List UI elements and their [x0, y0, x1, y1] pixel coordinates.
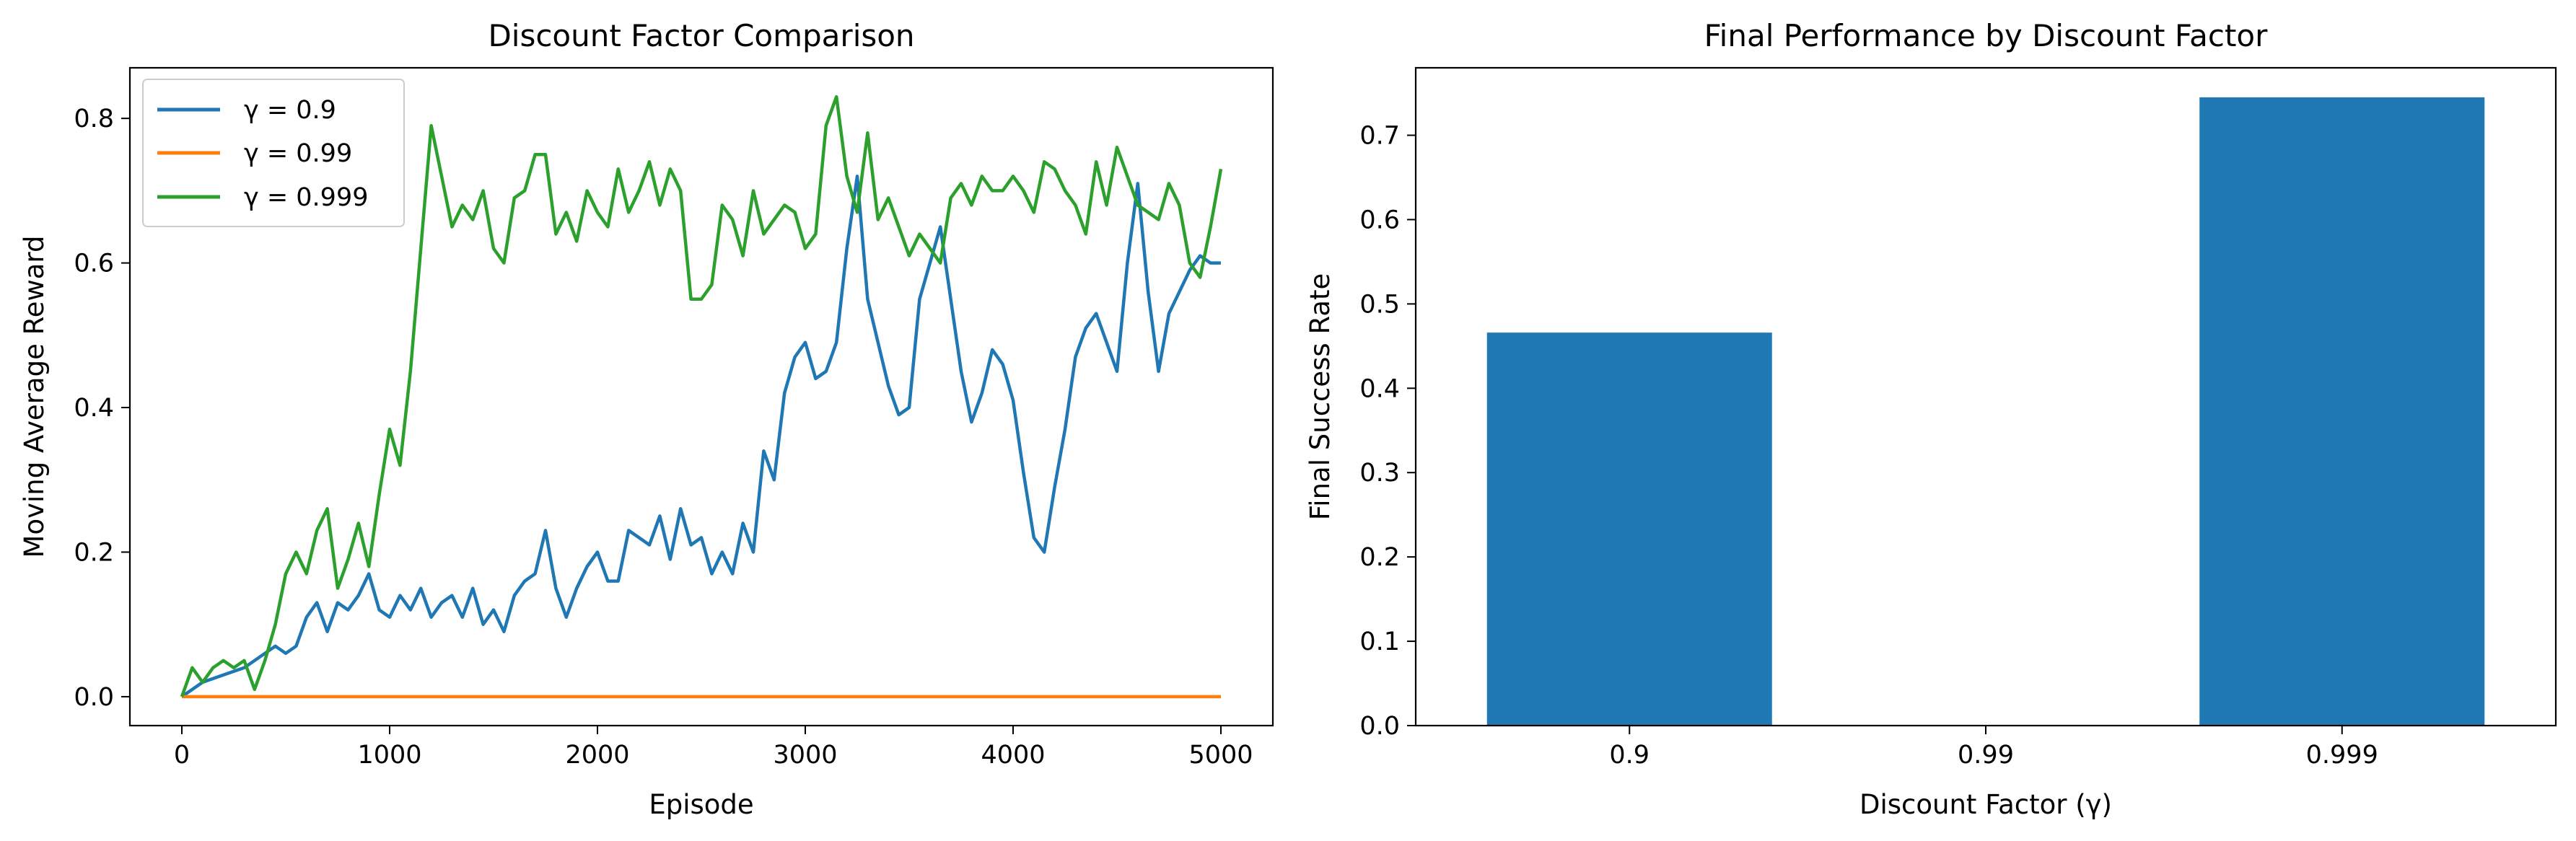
bar-0-9 [1486, 333, 1772, 726]
y-tick-label: 0.6 [74, 250, 114, 278]
legend-entry-gamma-0-9: γ = 0.9 [157, 96, 336, 125]
bar-0-999 [2199, 97, 2485, 726]
line-chart-legend: γ = 0.9 γ = 0.99 γ = 0.999 [142, 79, 405, 227]
line-chart-x-ticks: 0 1000 2000 3000 4000 5000 [174, 726, 1253, 770]
bar-chart-bars [1486, 97, 2485, 726]
y-tick-label: 0.4 [74, 394, 114, 423]
x-tick-label: 0.999 [2306, 741, 2378, 770]
y-tick-label: 0.2 [1359, 543, 1400, 572]
legend-label-gamma-0-9: γ = 0.9 [244, 96, 336, 125]
y-tick-label: 0.8 [74, 105, 114, 133]
x-tick-label: 0.99 [1958, 741, 2014, 770]
bar-chart-y-ticks: 0.0 0.1 0.2 0.3 0.4 0.5 0.6 0.7 [1359, 122, 1416, 741]
y-tick-label: 0.0 [1359, 712, 1400, 741]
x-tick-label: 0.9 [1609, 741, 1650, 770]
y-tick-label: 0.3 [1359, 459, 1400, 488]
y-tick-label: 0.5 [1359, 290, 1400, 319]
legend-frame [142, 79, 405, 227]
y-tick-label: 0.1 [1359, 628, 1400, 656]
legend-label-gamma-0-999: γ = 0.999 [244, 183, 369, 212]
bar-chart-title: Final Performance by Discount Factor [1704, 18, 2269, 53]
line-chart-series-group [180, 94, 1223, 699]
x-tick-label: 1000 [357, 741, 421, 770]
line-chart-y-ticks: 0.0 0.2 0.4 0.6 0.8 [74, 105, 130, 712]
bar-chart-plot-area [1414, 66, 2557, 727]
x-tick-label: 5000 [1188, 741, 1253, 770]
legend-entry-gamma-0-99: γ = 0.99 [157, 139, 352, 168]
line-chart-discount-comparison: Discount Factor Comparison 0 1000 2000 3000… [19, 18, 1274, 820]
y-tick-label: 0.6 [1359, 206, 1400, 234]
line-chart-frame [128, 66, 1274, 727]
series-line-0-999 [180, 94, 1223, 697]
y-tick-label: 0.2 [74, 538, 114, 567]
x-tick-label: 2000 [565, 741, 629, 770]
legend-label-gamma-0-99: γ = 0.99 [244, 139, 352, 168]
y-tick-label: 0.0 [74, 683, 114, 712]
line-chart-y-axis-label: Moving Average Reward [19, 236, 50, 558]
y-tick-label: 0.4 [1359, 374, 1400, 403]
bar-chart-y-axis-label: Final Success Rate [1305, 273, 1336, 521]
x-tick-label: 0 [174, 741, 190, 770]
x-tick-label: 3000 [773, 741, 837, 770]
bar-chart-x-ticks: 0.9 0.99 0.999 [1609, 726, 2378, 770]
bar-chart-x-axis-label: Discount Factor (γ) [1859, 789, 2112, 820]
legend-entry-gamma-0-999: γ = 0.999 [157, 183, 369, 212]
bar-chart-final-performance: Final Performance by Discount Factor 0.9… [1305, 18, 2557, 820]
y-tick-label: 0.7 [1359, 122, 1400, 151]
line-chart-title: Discount Factor Comparison [488, 18, 914, 53]
x-tick-label: 4000 [981, 741, 1045, 770]
line-chart-x-axis-label: Episode [649, 789, 753, 820]
series-line-0-9 [180, 175, 1221, 698]
